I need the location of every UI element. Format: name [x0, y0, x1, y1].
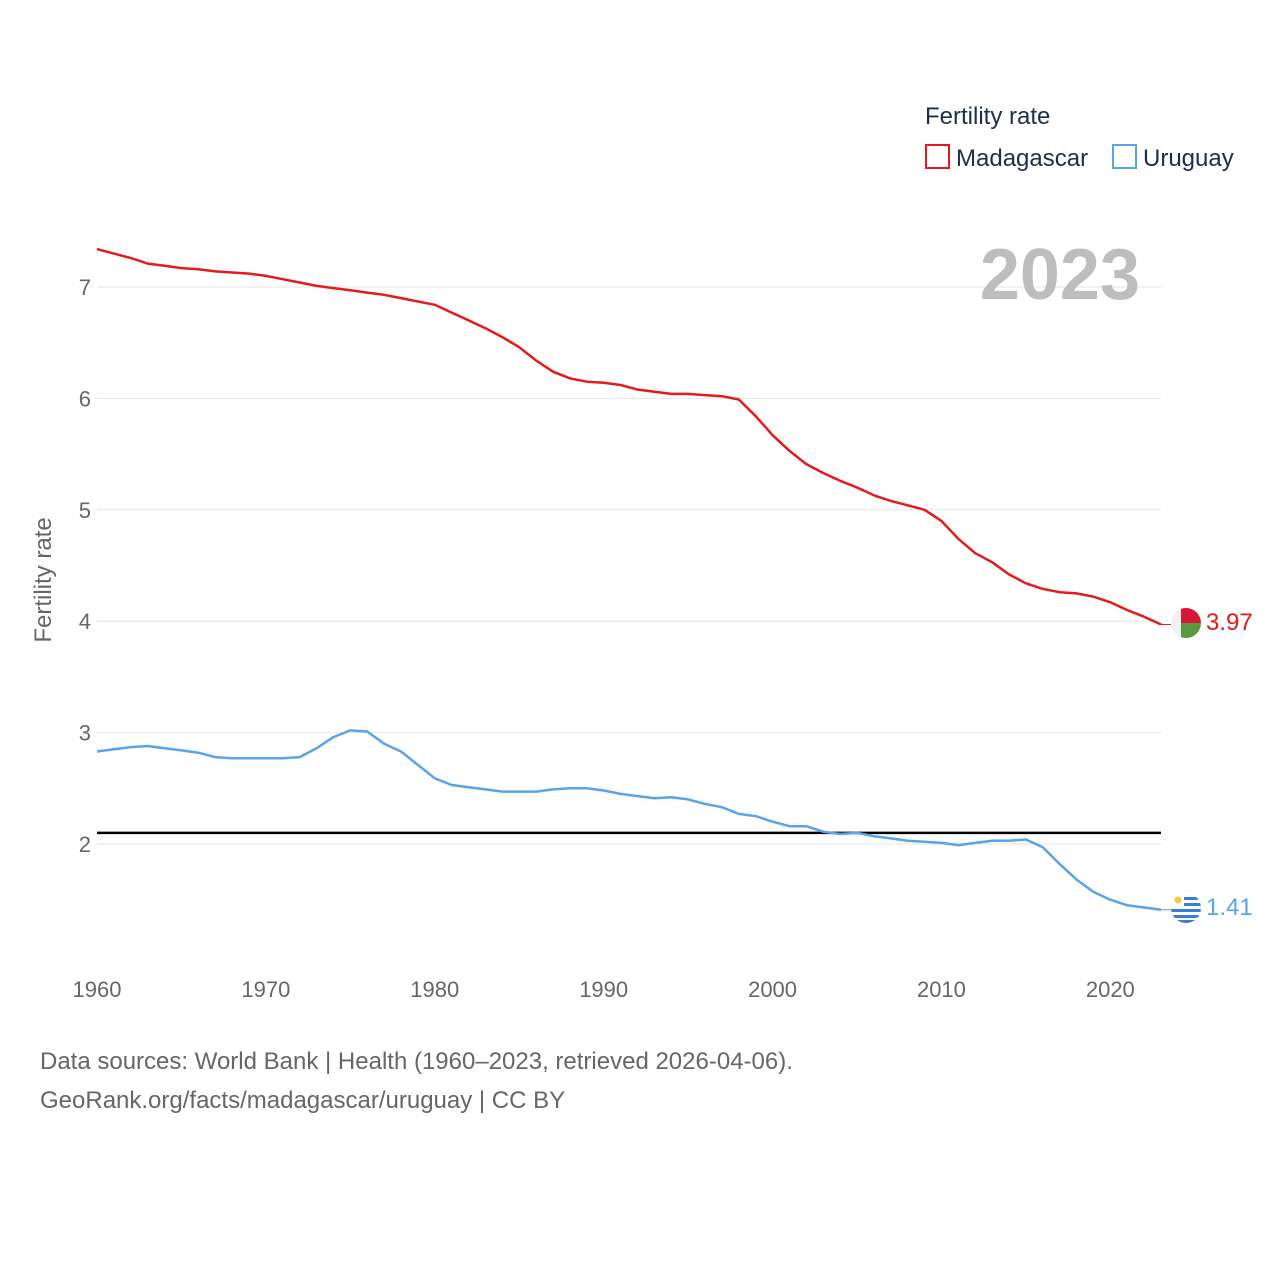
x-tick-1990: 1990: [579, 977, 628, 1002]
y-tick-6: 6: [79, 386, 91, 411]
y-axis-title: Fertility rate: [30, 517, 57, 642]
legend-swatch-madagascar: [925, 144, 950, 169]
series-line-uruguay[interactable]: [96, 729, 1162, 911]
legend-swatch-uruguay: [1112, 144, 1137, 169]
y-tick-4: 4: [79, 609, 91, 634]
x-axis-ticks: 1960 1970 1980 1990 2000 2010 2020: [73, 977, 1135, 1002]
year-label: 2023: [980, 235, 1140, 315]
x-tick-1960: 1960: [73, 977, 122, 1002]
legend-item-madagascar[interactable]: Madagascar: [925, 144, 1088, 172]
series-lines: [96, 247, 1171, 911]
x-tick-1970: 1970: [241, 977, 290, 1002]
uruguay-flag-icon: [1171, 893, 1201, 923]
y-tick-3: 3: [79, 721, 91, 746]
legend-item-uruguay[interactable]: Uruguay: [1112, 144, 1234, 172]
y-tick-5: 5: [79, 498, 91, 523]
y-tick-7: 7: [79, 275, 91, 300]
y-axis-ticks: 2 3 4 5 6 7: [79, 275, 91, 857]
series-line-madagascar[interactable]: [96, 247, 1162, 626]
attribution-line[interactable]: GeoRank.org/facts/madagascar/uruguay | C…: [40, 1087, 566, 1114]
x-tick-1980: 1980: [410, 977, 459, 1002]
gridlines: [97, 286, 1161, 845]
madagascar-flag-icon: [1171, 608, 1201, 638]
legend: Fertility rate Madagascar Uruguay: [925, 103, 1234, 172]
y-tick-2: 2: [79, 832, 91, 857]
legend-title: Fertility rate: [925, 103, 1050, 130]
legend-label-madagascar: Madagascar: [956, 145, 1088, 172]
uruguay-end-value: 1.41: [1206, 894, 1253, 921]
data-sources: Data sources: World Bank | Health (1960–…: [40, 1042, 793, 1120]
legend-label-uruguay: Uruguay: [1143, 145, 1234, 172]
madagascar-end-value: 3.97: [1206, 609, 1253, 636]
x-tick-2010: 2010: [917, 977, 966, 1002]
chart: 2 3 4 5 6 7 1960 1970 1980 1990 2000 2010 2020 Fert…: [30, 103, 1253, 1002]
x-tick-2000: 2000: [748, 977, 797, 1002]
sources-line: Data sources: World Bank | Health (1960–…: [40, 1048, 793, 1075]
x-tick-2020: 2020: [1086, 977, 1135, 1002]
